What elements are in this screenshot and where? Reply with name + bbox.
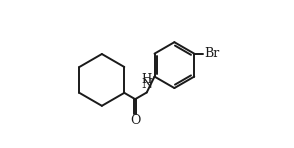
- Text: O: O: [130, 114, 140, 127]
- Text: Br: Br: [204, 47, 219, 60]
- Text: N: N: [141, 78, 152, 91]
- Text: H: H: [142, 73, 152, 86]
